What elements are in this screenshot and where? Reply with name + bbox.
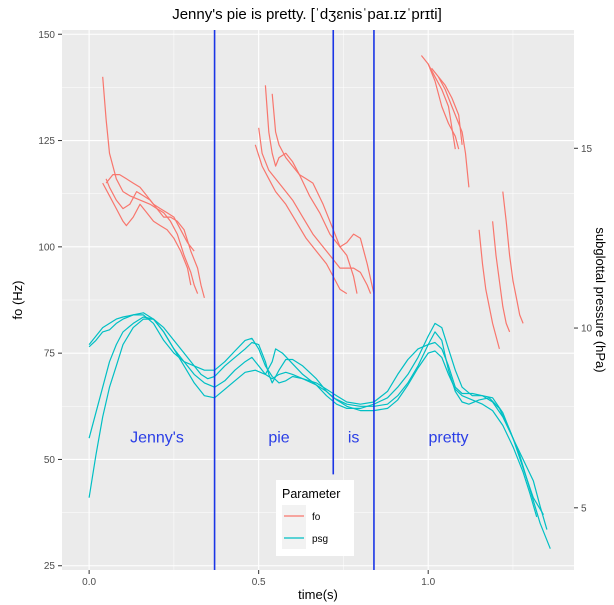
y-axis-label-left: fo (Hz) (10, 281, 25, 320)
series-line-fo-1 (102, 76, 199, 294)
grid-lines (62, 30, 574, 570)
y-left-tick-label: 75 (44, 349, 56, 360)
x-tick-label: 0.5 (252, 577, 266, 588)
x-tick-label: 0.0 (82, 577, 96, 588)
series-line-fo-13 (478, 229, 500, 350)
word-label-2: pie (268, 429, 289, 446)
y-left-tick-label: 50 (44, 455, 56, 466)
y-left-tick-label: 125 (38, 136, 55, 147)
chart-title: Jenny's pie is pretty. [ˈdʒɛnisˈpaɪ.ɪzˈp… (172, 6, 442, 23)
y-left-tick-label: 150 (38, 30, 55, 41)
y-right-tick-label: 5 (581, 503, 587, 514)
legend-label-fo: fo (312, 512, 321, 523)
word-label-1: Jenny's (130, 429, 184, 446)
series-line-fo-7 (258, 127, 372, 294)
axes: 25 50 75 100 125 150 5 10 15 0.0 0.5 1.0 (38, 30, 592, 588)
series-line-fo-2 (102, 182, 192, 286)
series-line-fo-6 (271, 93, 375, 294)
boundary-lines (213, 30, 375, 570)
y-left-tick-label: 25 (44, 561, 56, 572)
series-line-fo-4 (105, 174, 195, 252)
series-line-fo-15 (502, 191, 524, 324)
legend-label-psg: psg (312, 534, 328, 545)
word-labels: Jenny's pie is pretty (130, 429, 468, 446)
series-line-fo-12 (437, 76, 470, 188)
series-line-fo-11 (431, 67, 463, 145)
series-lines (88, 55, 551, 549)
word-label-4: pretty (429, 429, 469, 446)
series-line-psg-19 (88, 312, 538, 518)
series-line-fo-10 (427, 63, 460, 150)
y-right-tick-label: 15 (581, 144, 593, 155)
series-line-fo-14 (492, 221, 511, 333)
legend-title: Parameter (282, 487, 340, 501)
x-axis-label: time(s) (298, 587, 338, 602)
legend: Parameter fo psg (276, 480, 354, 556)
y-right-tick-label: 10 (581, 324, 593, 335)
x-tick-label: 1.0 (421, 577, 435, 588)
series-line-psg-16 (88, 318, 551, 549)
series-line-fo-8 (254, 144, 348, 295)
word-label-3: is (348, 429, 360, 446)
y-axis-label-right: subglottal pressure (hPa) (593, 227, 608, 372)
series-line-fo-3 (105, 178, 205, 299)
y-left-tick-label: 100 (38, 242, 55, 253)
